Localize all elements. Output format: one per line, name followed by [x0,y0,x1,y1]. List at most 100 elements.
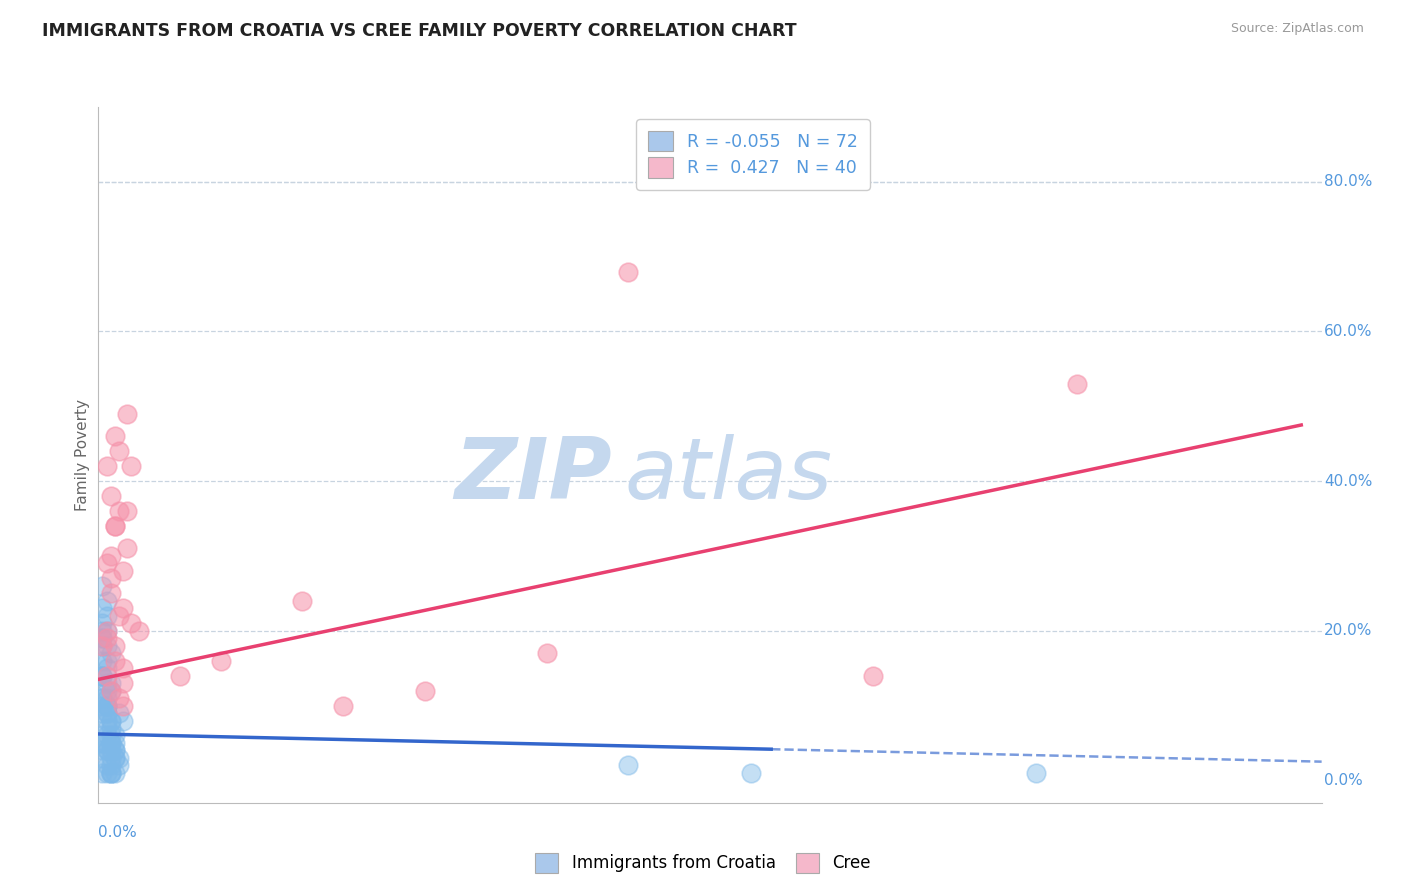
Text: 0.0%: 0.0% [98,825,138,840]
Point [96,459,118,474]
Point [91,691,114,706]
Point [96,676,118,690]
Point [91,654,114,668]
Point [96,594,118,608]
Point [111,676,134,690]
Point [111,661,134,675]
Point [96,691,118,706]
Point [104,519,127,533]
Point [96,743,118,757]
Point [96,557,118,571]
Point [120,616,142,631]
Point [104,736,127,750]
Point [91,631,114,645]
Point [128,624,150,638]
Point [100,743,122,757]
Point [91,639,114,653]
Point [100,736,122,750]
Point [91,631,114,645]
Point [115,541,138,556]
Point [96,714,118,728]
Point [91,668,114,682]
Point [104,519,127,533]
Text: atlas: atlas [624,434,832,517]
Point [115,407,138,421]
Point [91,736,114,750]
Point [100,765,122,780]
Legend: Immigrants from Croatia, Cree: Immigrants from Croatia, Cree [529,847,877,880]
Point [91,706,114,720]
Point [100,646,122,660]
Point [617,265,640,279]
Point [115,504,138,518]
Point [291,594,314,608]
Point [104,743,127,757]
Point [862,668,884,682]
Point [111,698,134,713]
Point [100,736,122,750]
Text: 0.0%: 0.0% [1324,772,1362,788]
Point [96,661,118,675]
Point [104,654,127,668]
Point [100,729,122,743]
Point [91,698,114,713]
Point [104,751,127,765]
Text: 80.0%: 80.0% [1324,174,1372,189]
Text: 40.0%: 40.0% [1324,474,1372,489]
Point [1025,765,1047,780]
Point [100,751,122,765]
Point [100,765,122,780]
Point [91,743,114,757]
Point [104,743,127,757]
Point [104,729,127,743]
Point [91,691,114,706]
Point [413,683,436,698]
Point [96,624,118,638]
Point [536,646,558,660]
Point [91,668,114,682]
Point [104,751,127,765]
Point [111,601,134,615]
Point [91,616,114,631]
Point [91,668,114,682]
Point [108,758,131,772]
Point [96,608,118,623]
Text: 60.0%: 60.0% [1324,324,1372,339]
Point [100,758,122,772]
Point [108,504,131,518]
Point [96,698,118,713]
Legend: R = -0.055   N = 72, R =  0.427   N = 40: R = -0.055 N = 72, R = 0.427 N = 40 [636,120,869,190]
Point [111,564,134,578]
Point [104,765,127,780]
Point [91,639,114,653]
Point [96,765,118,780]
Point [104,429,127,443]
Point [617,758,640,772]
Point [96,758,118,772]
Point [740,765,762,780]
Point [91,601,114,615]
Text: 20.0%: 20.0% [1324,624,1372,639]
Point [91,624,114,638]
Point [91,751,114,765]
Point [100,676,122,690]
Point [91,729,114,743]
Point [100,571,122,585]
Text: Source: ZipAtlas.com: Source: ZipAtlas.com [1230,22,1364,36]
Point [100,736,122,750]
Point [108,691,131,706]
Point [96,683,118,698]
Point [100,714,122,728]
Point [96,706,118,720]
Y-axis label: Family Poverty: Family Poverty [75,399,90,511]
Point [209,654,232,668]
Point [108,444,131,458]
Point [100,765,122,780]
Point [100,549,122,563]
Point [332,698,354,713]
Point [91,765,114,780]
Point [91,579,114,593]
Point [96,624,118,638]
Point [96,654,118,668]
Point [100,586,122,600]
